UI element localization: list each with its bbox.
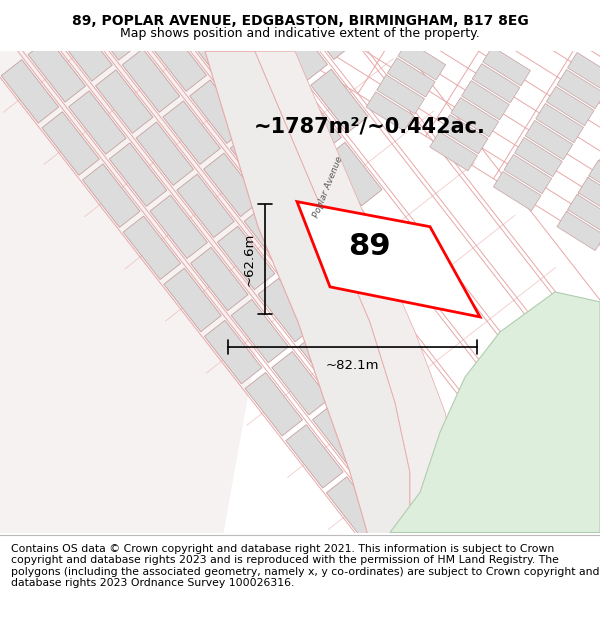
Polygon shape (271, 184, 328, 248)
Polygon shape (440, 114, 488, 154)
Polygon shape (245, 372, 302, 436)
Polygon shape (472, 64, 520, 103)
Polygon shape (205, 321, 262, 384)
Polygon shape (297, 202, 480, 317)
Polygon shape (298, 163, 355, 227)
Polygon shape (285, 258, 342, 321)
Polygon shape (122, 49, 180, 112)
Polygon shape (297, 0, 355, 59)
Polygon shape (123, 216, 181, 279)
Polygon shape (109, 143, 167, 206)
Polygon shape (388, 58, 435, 97)
Polygon shape (270, 17, 328, 81)
Polygon shape (311, 236, 369, 300)
Polygon shape (313, 404, 370, 467)
Polygon shape (589, 161, 600, 199)
Polygon shape (1, 59, 59, 123)
Polygon shape (325, 309, 383, 373)
Polygon shape (55, 18, 112, 81)
Polygon shape (451, 98, 499, 137)
Polygon shape (28, 39, 86, 102)
Polygon shape (525, 121, 573, 160)
Polygon shape (190, 80, 247, 143)
Polygon shape (390, 292, 600, 532)
Text: Map shows position and indicative extent of the property.: Map shows position and indicative extent… (120, 27, 480, 40)
Polygon shape (164, 268, 221, 332)
Text: ~82.1m: ~82.1m (326, 359, 379, 372)
Polygon shape (547, 86, 594, 126)
Polygon shape (557, 69, 600, 109)
Text: ~62.6m: ~62.6m (242, 232, 256, 286)
Polygon shape (377, 75, 424, 114)
Polygon shape (163, 101, 220, 164)
Polygon shape (311, 69, 368, 132)
Polygon shape (568, 52, 600, 92)
Polygon shape (95, 70, 153, 133)
Polygon shape (493, 171, 541, 211)
Polygon shape (217, 226, 275, 289)
Polygon shape (205, 51, 410, 542)
Polygon shape (69, 91, 126, 154)
Text: ~1787m²/~0.442ac.: ~1787m²/~0.442ac. (254, 116, 486, 136)
Text: 89, POPLAR AVENUE, EDGBASTON, BIRMINGHAM, B17 8EG: 89, POPLAR AVENUE, EDGBASTON, BIRMINGHAM… (71, 14, 529, 28)
Polygon shape (136, 122, 194, 186)
Polygon shape (286, 424, 343, 488)
Polygon shape (272, 351, 329, 415)
Polygon shape (203, 0, 260, 49)
Polygon shape (515, 138, 562, 177)
Polygon shape (568, 194, 600, 234)
Polygon shape (150, 195, 208, 259)
Text: Contains OS data © Crown copyright and database right 2021. This information is : Contains OS data © Crown copyright and d… (11, 544, 599, 588)
Polygon shape (0, 51, 310, 552)
Polygon shape (258, 278, 316, 342)
Polygon shape (461, 81, 509, 120)
Polygon shape (149, 28, 206, 91)
Polygon shape (536, 104, 583, 142)
Polygon shape (230, 132, 288, 196)
Polygon shape (42, 112, 100, 175)
Polygon shape (299, 331, 356, 394)
Polygon shape (504, 154, 551, 194)
Polygon shape (191, 248, 248, 311)
Polygon shape (326, 477, 384, 540)
Polygon shape (83, 164, 140, 228)
Polygon shape (284, 90, 341, 154)
Polygon shape (430, 132, 478, 171)
Polygon shape (244, 205, 302, 269)
Polygon shape (325, 142, 382, 206)
Polygon shape (231, 299, 289, 363)
Polygon shape (366, 92, 414, 131)
Polygon shape (176, 7, 233, 70)
Polygon shape (257, 111, 314, 174)
Polygon shape (398, 41, 446, 80)
Polygon shape (177, 174, 234, 238)
Polygon shape (557, 211, 600, 251)
Polygon shape (255, 51, 460, 542)
Polygon shape (244, 38, 301, 101)
Text: Poplar Avenue: Poplar Avenue (311, 154, 344, 219)
Polygon shape (483, 47, 530, 86)
Polygon shape (82, 0, 139, 60)
Text: 89: 89 (348, 231, 391, 261)
Polygon shape (217, 59, 274, 122)
Polygon shape (578, 177, 600, 216)
Polygon shape (203, 153, 261, 216)
